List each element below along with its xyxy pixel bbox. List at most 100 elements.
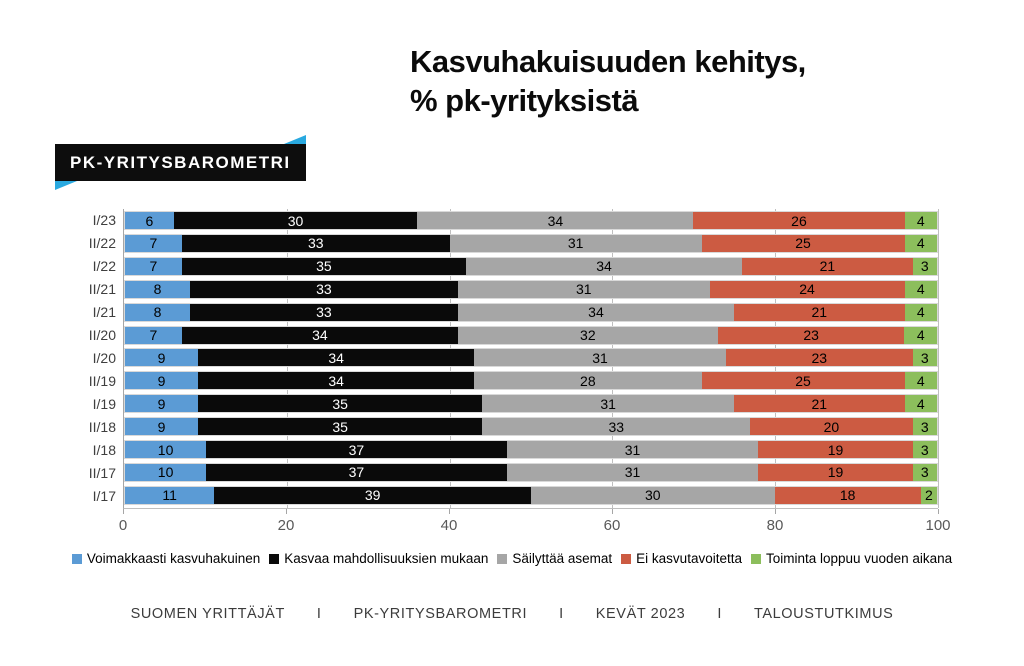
category-label-i-20: I/20 bbox=[92, 350, 116, 366]
bar-segment-kasvaa-mahdollisuuksien-mukaan: 37 bbox=[206, 441, 507, 459]
bar-segment-voimakkaasti-kasvuhakuinen: 9 bbox=[125, 372, 199, 390]
legend-item-voimakkaasti-kasvuhakuinen: Voimakkaasti kasvuhakuinen bbox=[71, 551, 260, 566]
bar-row-ii-20: 7 34 32 23 4 bbox=[124, 325, 938, 345]
bar-segment-s-ilytt-asemat: 30 bbox=[530, 486, 775, 504]
stacked-bar-i-20: 9 34 31 23 3 bbox=[124, 348, 938, 368]
bar-segment-kasvaa-mahdollisuuksien-mukaan: 34 bbox=[181, 326, 458, 344]
stacked-bar-i-17: 11 39 30 18 2 bbox=[124, 485, 938, 505]
bar-segment-ei-kasvutavoitetta: 24 bbox=[709, 280, 905, 298]
stacked-bar-ii-19: 9 34 28 25 4 bbox=[124, 371, 938, 391]
footer-item-pk-yritysbarometri: PK-YRITYSBAROMETRI bbox=[353, 606, 528, 622]
category-label-i-18: I/18 bbox=[92, 442, 116, 458]
x-axis-tick-100 bbox=[938, 509, 939, 514]
category-label-i-19: I/19 bbox=[92, 396, 116, 412]
bar-segment-kasvaa-mahdollisuuksien-mukaan: 37 bbox=[206, 463, 507, 481]
x-axis-tick-40 bbox=[449, 509, 450, 514]
stacked-bar-ii-18: 9 35 33 20 3 bbox=[124, 417, 938, 437]
bar-segment-ei-kasvutavoitetta: 25 bbox=[701, 234, 905, 252]
bar-segment-toiminta-loppuu-vuoden-aikana: 3 bbox=[912, 257, 937, 275]
bar-segment-voimakkaasti-kasvuhakuinen: 7 bbox=[125, 326, 182, 344]
legend-item-s-ilytt-asemat: Säilyttää asemat bbox=[497, 551, 612, 566]
bar-segment-ei-kasvutavoitetta: 25 bbox=[701, 372, 905, 390]
chart-title-line1: Kasvuhakuisuuden kehitys, bbox=[410, 44, 806, 79]
x-axis-tick-60 bbox=[612, 509, 613, 514]
bar-segment-voimakkaasti-kasvuhakuinen: 9 bbox=[125, 418, 199, 436]
footer: SUOMEN YRITTÄJÄT I PK-YRITYSBAROMETRI I KEVÄ… bbox=[0, 606, 1024, 622]
bar-segment-toiminta-loppuu-vuoden-aikana: 3 bbox=[912, 349, 937, 367]
bar-segment-voimakkaasti-kasvuhakuinen: 11 bbox=[125, 486, 215, 504]
bar-segment-ei-kasvutavoitetta: 21 bbox=[733, 303, 905, 321]
bar-segment-kasvaa-mahdollisuuksien-mukaan: 39 bbox=[214, 486, 531, 504]
bar-segment-kasvaa-mahdollisuuksien-mukaan: 33 bbox=[189, 280, 458, 298]
bar-segment-kasvaa-mahdollisuuksien-mukaan: 35 bbox=[181, 257, 467, 275]
y-axis-category-labels: I/23 II/22 I/22 II/21 I/21 II/20 I/20 II/19 I/19… bbox=[30, 209, 116, 509]
bar-segment-kasvaa-mahdollisuuksien-mukaan: 30 bbox=[173, 212, 418, 229]
category-label-ii-22: II/22 bbox=[88, 235, 116, 251]
bar-row-ii-17: 10 37 31 19 3 bbox=[124, 462, 938, 482]
bar-segment-s-ilytt-asemat: 31 bbox=[506, 441, 759, 459]
chart-plot-area: 6 30 34 26 4 7 33 31 25 4 7 35 34 21 3 8 33 31 24 4 8 33 34 21 4… bbox=[123, 209, 939, 509]
bar-segment-s-ilytt-asemat: 31 bbox=[506, 463, 759, 481]
bar-segment-toiminta-loppuu-vuoden-aikana: 4 bbox=[904, 303, 937, 321]
bar-segment-kasvaa-mahdollisuuksien-mukaan: 33 bbox=[189, 303, 458, 321]
bar-segment-voimakkaasti-kasvuhakuinen: 7 bbox=[125, 257, 182, 275]
legend-label: Kasvaa mahdollisuuksien mukaan bbox=[284, 551, 489, 566]
bar-segment-ei-kasvutavoitetta: 18 bbox=[774, 486, 921, 504]
bar-segment-toiminta-loppuu-vuoden-aikana: 4 bbox=[904, 280, 937, 298]
gridline-100 bbox=[938, 209, 939, 508]
footer-separator: I bbox=[316, 606, 322, 622]
x-axis: 0 20 40 60 80 100 bbox=[119, 509, 951, 539]
legend-swatch-icon bbox=[269, 553, 280, 564]
bar-segment-toiminta-loppuu-vuoden-aikana: 4 bbox=[904, 395, 937, 413]
x-axis-tick-label-40: 40 bbox=[440, 517, 458, 534]
bar-segment-toiminta-loppuu-vuoden-aikana: 4 bbox=[904, 234, 937, 252]
bar-row-i-22: 7 35 34 21 3 bbox=[124, 256, 938, 276]
chart-legend: Voimakkaasti kasvuhakuinen Kasvaa mahdoll… bbox=[0, 551, 1024, 566]
category-label-ii-17: II/17 bbox=[88, 465, 116, 481]
bar-segment-voimakkaasti-kasvuhakuinen: 6 bbox=[125, 212, 174, 229]
legend-swatch-icon bbox=[621, 553, 632, 564]
bar-segment-toiminta-loppuu-vuoden-aikana: 4 bbox=[904, 326, 937, 344]
legend-label: Ei kasvutavoitetta bbox=[636, 551, 742, 566]
bar-segment-toiminta-loppuu-vuoden-aikana: 2 bbox=[920, 486, 937, 504]
category-label-ii-19: II/19 bbox=[88, 373, 116, 389]
stacked-bar-ii-20: 7 34 32 23 4 bbox=[124, 325, 938, 345]
legend-swatch-icon bbox=[750, 553, 761, 564]
x-axis-tick-80 bbox=[775, 509, 776, 514]
x-axis-tick-label-0: 0 bbox=[118, 517, 128, 534]
footer-item-kev-t-2023: KEVÄT 2023 bbox=[595, 606, 686, 622]
bar-segment-s-ilytt-asemat: 34 bbox=[466, 257, 743, 275]
footer-item-suomen-yritt-j-t: SUOMEN YRITTÄJÄT bbox=[130, 606, 285, 622]
category-label-i-23: I/23 bbox=[92, 212, 116, 228]
bar-segment-voimakkaasti-kasvuhakuinen: 7 bbox=[125, 234, 182, 252]
footer-separator: I bbox=[717, 606, 722, 622]
bar-row-i-20: 9 34 31 23 3 bbox=[124, 348, 938, 368]
bar-segment-voimakkaasti-kasvuhakuinen: 8 bbox=[125, 303, 190, 321]
x-axis-tick-label-100: 100 bbox=[925, 517, 951, 534]
bar-segment-voimakkaasti-kasvuhakuinen: 8 bbox=[125, 280, 190, 298]
bar-segment-voimakkaasti-kasvuhakuinen: 10 bbox=[125, 463, 207, 481]
stacked-bar-i-22: 7 35 34 21 3 bbox=[124, 256, 938, 276]
x-axis-tick-label-60: 60 bbox=[603, 517, 621, 534]
bar-segment-ei-kasvutavoitetta: 19 bbox=[758, 441, 913, 459]
bar-segment-ei-kasvutavoitetta: 19 bbox=[758, 463, 913, 481]
category-label-i-21: I/21 bbox=[92, 304, 116, 320]
legend-label: Säilyttää asemat bbox=[512, 551, 613, 566]
legend-swatch-icon bbox=[71, 553, 82, 564]
bar-row-i-19: 9 35 31 21 4 bbox=[124, 394, 938, 414]
category-label-ii-18: II/18 bbox=[88, 419, 116, 435]
chart-title-line2: % pk-yrityksistä bbox=[410, 83, 639, 119]
bar-segment-toiminta-loppuu-vuoden-aikana: 3 bbox=[912, 441, 937, 459]
category-label-ii-21: II/21 bbox=[88, 281, 116, 297]
stacked-bar-i-18: 10 37 31 19 3 bbox=[124, 440, 938, 460]
bar-segment-toiminta-loppuu-vuoden-aikana: 4 bbox=[904, 372, 937, 390]
logo-text: PK-YRITYSBAROMETRI bbox=[70, 153, 291, 172]
bar-row-i-21: 8 33 34 21 4 bbox=[124, 302, 938, 322]
bar-segment-kasvaa-mahdollisuuksien-mukaan: 34 bbox=[198, 349, 475, 367]
category-label-ii-20: II/20 bbox=[88, 327, 116, 343]
logo-ribbon-corner-icon bbox=[283, 135, 306, 144]
bar-segment-kasvaa-mahdollisuuksien-mukaan: 35 bbox=[198, 395, 483, 413]
bar-segment-s-ilytt-asemat: 33 bbox=[482, 418, 751, 436]
bar-segment-kasvaa-mahdollisuuksien-mukaan: 34 bbox=[198, 372, 475, 390]
